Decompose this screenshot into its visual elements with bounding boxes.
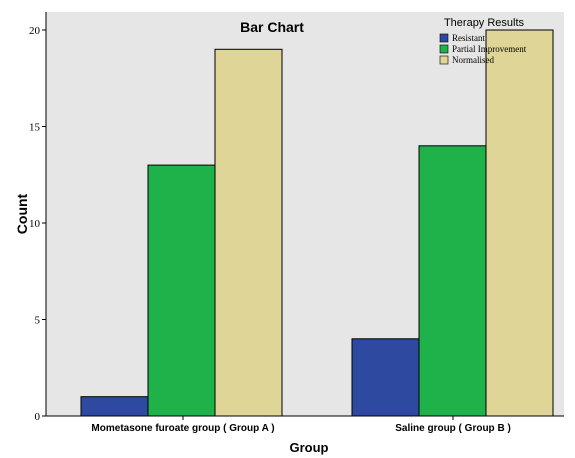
legend-label: Normalised [452, 55, 494, 65]
legend-title: Therapy Results [444, 17, 525, 29]
bar-resistant-group-b [351, 338, 420, 417]
bar-partial-improvement-group-b [418, 145, 487, 417]
bar-normalised-group-a [214, 48, 283, 417]
x-axis: Mometasone furoate group ( Group A ) Sali… [46, 415, 564, 434]
bars [80, 29, 554, 417]
y-axis-label: Count [14, 193, 30, 234]
bar-partial-improvement-group-a [147, 164, 216, 417]
legend-swatch [439, 33, 449, 43]
y-tick-label: 20 [29, 25, 41, 37]
legend-label: Partial Improvement [452, 44, 527, 54]
bar-resistant-group-a [80, 396, 149, 417]
legend-swatch [439, 55, 449, 65]
y-axis: 0 5 10 15 20 [29, 12, 47, 423]
y-tick-label: 5 [35, 315, 41, 327]
y-tick-label: 10 [29, 218, 41, 230]
y-tick-label: 15 [29, 122, 41, 134]
x-tick-label: Mometasone furoate group ( Group A ) [91, 423, 274, 434]
bar-normalised-group-b [485, 29, 554, 417]
chart-title: Bar Chart [240, 19, 304, 35]
legend-swatch [439, 44, 449, 54]
x-tick-label: Saline group ( Group B ) [395, 423, 511, 434]
legend-label: Resistant [452, 33, 485, 43]
y-tick-label: 0 [35, 411, 41, 423]
x-axis-label: Group [290, 440, 329, 455]
